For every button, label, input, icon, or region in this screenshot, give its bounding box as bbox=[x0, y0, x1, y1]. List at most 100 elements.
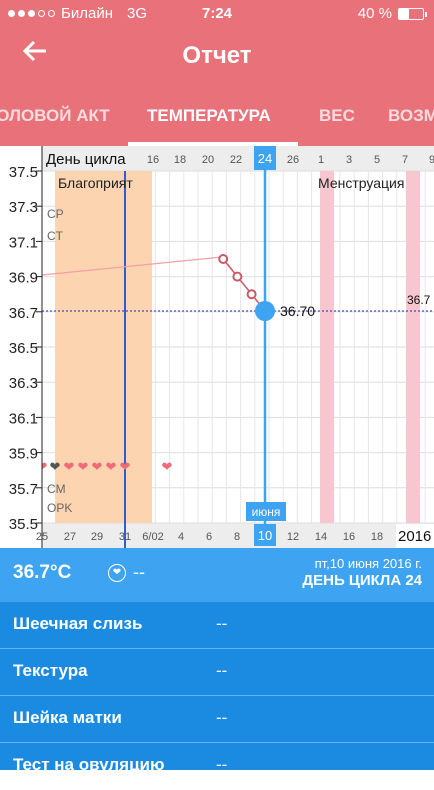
detail-row-cervical-mucus[interactable]: Шеечная слизь -- bbox=[0, 602, 434, 649]
menstruation-band bbox=[406, 171, 420, 523]
date-tick: 18 bbox=[371, 531, 383, 543]
app-header: Отчет ПОЛОВОЙ АКТ ТЕМПЕРАТУРА ВЕС ВОЗМ bbox=[0, 28, 434, 146]
detail-label: Шеечная слизь bbox=[13, 614, 143, 633]
temperature-chart[interactable]: 36.7 36.70 ❤❤❤❤❤❤❤❤ Благоприят Менструац… bbox=[0, 146, 434, 548]
y-tick-label: 35.9 bbox=[9, 446, 38, 463]
menstruation-band bbox=[320, 171, 334, 523]
detail-label: Текстура bbox=[13, 661, 88, 680]
status-right: 40 % bbox=[357, 5, 427, 22]
date-tick: 27 bbox=[64, 531, 76, 543]
date-tick: 12 bbox=[287, 531, 299, 543]
y-tick-label: 37.1 bbox=[9, 234, 38, 251]
y-tick-label: 36.1 bbox=[9, 410, 38, 427]
cycle-day-tick: 16 bbox=[147, 154, 159, 166]
date-tick: 8 bbox=[234, 531, 240, 543]
selected-day-info: 36.7°C ❤ -- пт,10 июня 2016 г. ДЕНЬ ЦИКЛ… bbox=[0, 548, 434, 602]
heart-icon: ❤ bbox=[106, 459, 117, 474]
selected-day-badge bbox=[254, 524, 276, 546]
selected-date: пт,10 июня 2016 г. bbox=[314, 556, 422, 571]
cycle-day-tick: 22 bbox=[230, 154, 242, 166]
clock: 7:24 bbox=[201, 5, 233, 22]
network-type: 3G bbox=[126, 5, 147, 22]
tab-possible[interactable]: ВОЗМ bbox=[388, 106, 434, 125]
marker-cm: CM bbox=[47, 482, 66, 496]
selected-cycle-day-badge bbox=[254, 146, 276, 170]
status-left: Билайн 3G bbox=[8, 5, 147, 22]
y-tick-label: 36.3 bbox=[9, 375, 38, 392]
intercourse-value: -- bbox=[133, 562, 145, 582]
battery-icon bbox=[398, 7, 427, 20]
cycle-day-tick: 20 bbox=[202, 154, 214, 166]
date-tick: 25 bbox=[36, 531, 48, 543]
detail-value: -- bbox=[216, 614, 228, 633]
menstruation-label: Менструация bbox=[318, 175, 404, 191]
y-tick-label: 37.5 bbox=[9, 164, 38, 181]
detail-row-ovulation-test[interactable]: Тест на овуляцию -- bbox=[0, 743, 434, 790]
temperature-point bbox=[232, 271, 243, 282]
heart-icon: ❤ bbox=[108, 564, 126, 582]
fertile-window-label: Благоприят bbox=[58, 175, 133, 191]
temperature-point bbox=[218, 254, 229, 264]
signal-strength-icon bbox=[8, 10, 55, 17]
selected-point[interactable] bbox=[255, 301, 275, 321]
heart-icon: ❤ bbox=[162, 459, 173, 474]
tab-indicator bbox=[128, 142, 298, 146]
date-tick: 16 bbox=[343, 531, 355, 543]
marker-cp: CP bbox=[47, 207, 64, 221]
selected-cycle-day: 24 bbox=[258, 151, 272, 166]
cycle-day-value: ДЕНЬ ЦИКЛА 24 bbox=[302, 572, 422, 589]
marker-ct: CT bbox=[47, 229, 64, 243]
detail-label: Шейка матки bbox=[13, 708, 122, 727]
cycle-day-tick: 3 bbox=[346, 154, 352, 166]
status-bar: Билайн 3G 7:24 40 % bbox=[0, 0, 434, 28]
cycle-day-tick: 18 bbox=[174, 154, 186, 166]
temperature-point bbox=[246, 289, 257, 300]
tab-intercourse[interactable]: ПОЛОВОЙ АКТ bbox=[0, 106, 110, 125]
marker-opk: OPK bbox=[47, 501, 72, 515]
date-tick: 29 bbox=[91, 531, 103, 543]
selected-value-label: 36.70 bbox=[280, 303, 315, 319]
y-tick-label: 37.3 bbox=[9, 199, 38, 216]
cycle-day-tick: 9 bbox=[429, 154, 434, 166]
heart-icon: ❤ bbox=[78, 459, 89, 474]
y-tick-label: 35.7 bbox=[9, 481, 38, 498]
date-tick: 6 bbox=[206, 531, 212, 543]
cycle-day-tick: 7 bbox=[402, 154, 408, 166]
detail-value: -- bbox=[216, 755, 228, 774]
selected-month: июня bbox=[252, 505, 281, 519]
cycle-day-tick: 26 bbox=[287, 154, 299, 166]
heart-icon: ❤ bbox=[92, 459, 103, 474]
selected-day: 10 bbox=[258, 528, 272, 543]
detail-value: -- bbox=[216, 661, 228, 680]
carrier-name: Билайн bbox=[61, 5, 113, 22]
reference-label: 36.7 bbox=[407, 293, 431, 307]
battery-percent: 40 % bbox=[357, 5, 392, 22]
details-list: Шеечная слизь -- Текстура -- Шейка матки… bbox=[0, 602, 434, 790]
heart-icon: ❤ bbox=[120, 459, 131, 474]
date-tick: 14 bbox=[315, 531, 327, 543]
heart-icon: ❤ bbox=[64, 459, 75, 474]
date-tick: 4 bbox=[178, 531, 184, 543]
fertile-window-band bbox=[55, 171, 152, 523]
back-button[interactable] bbox=[22, 38, 48, 72]
y-tick-label: 36.5 bbox=[9, 340, 38, 357]
detail-label: Тест на овуляцию bbox=[13, 755, 165, 774]
temperature-value: 36.7°C bbox=[13, 562, 72, 583]
y-tick-label: 35.5 bbox=[9, 516, 38, 533]
cycle-day-tick: 5 bbox=[374, 154, 380, 166]
heart-icon: ❤ bbox=[50, 459, 61, 474]
tab-temperature[interactable]: ТЕМПЕРАТУРА bbox=[147, 106, 271, 125]
cycle-day-label: День цикла bbox=[46, 151, 126, 168]
cycle-day-tick: 1 bbox=[318, 154, 324, 166]
arrow-left-icon bbox=[22, 38, 48, 71]
date-tick: 6/02 bbox=[142, 531, 163, 543]
y-tick-label: 36.9 bbox=[9, 270, 38, 287]
detail-row-cervix[interactable]: Шейка матки -- bbox=[0, 696, 434, 743]
tab-bar: ПОЛОВОЙ АКТ ТЕМПЕРАТУРА ВЕС ВОЗМ bbox=[0, 100, 434, 146]
detail-value: -- bbox=[216, 708, 228, 727]
tab-weight[interactable]: ВЕС bbox=[319, 106, 355, 125]
selected-month-badge bbox=[246, 502, 286, 521]
date-tick: 31 bbox=[119, 531, 131, 543]
trend-line bbox=[41, 256, 223, 276]
detail-row-texture[interactable]: Текстура -- bbox=[0, 649, 434, 696]
